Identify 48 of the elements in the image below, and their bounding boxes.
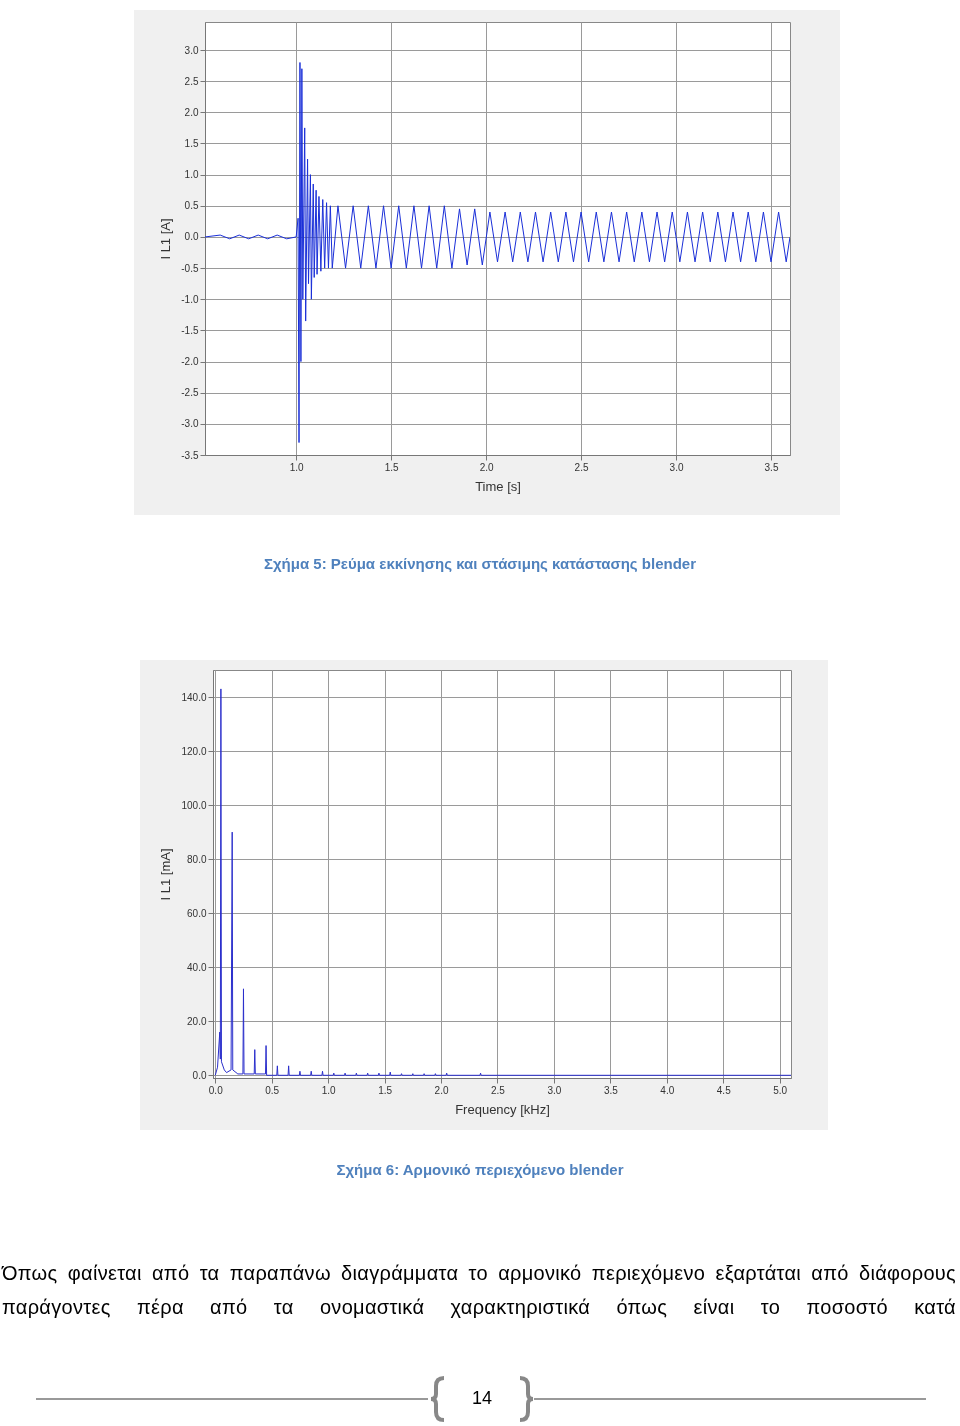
line-series	[205, 62, 790, 444]
x-tick-label: 5.0	[773, 1084, 788, 1096]
x-tick-label: 3.5	[603, 1084, 619, 1096]
x-tick-label: 4.5	[716, 1084, 732, 1096]
y-tick-label: 60.0	[187, 907, 207, 919]
x-tick-label: 1.5	[378, 1084, 393, 1096]
y-tick-label: 0.0	[192, 1069, 207, 1081]
y-tick-label: 120.0	[181, 745, 207, 757]
x-axis-title: Frequency [kHz]	[455, 1101, 550, 1117]
y-tick-label: 0.5	[184, 200, 199, 212]
x-tick-label: 0.0	[208, 1084, 224, 1096]
text: Όπως φαίνεται από τα παραπάνω διαγράμματα το αρμονικό περιεχόμενο εξαρτάται από διάφορους παράγοντες πέρα από τα ονομαστικά χαρακτηριστικά όπως είναι το ποσοστό κατά	[2, 1261, 956, 1320]
y-tick-label: -3.0	[181, 418, 199, 430]
y-tick-label: -2.0	[181, 356, 199, 368]
x-tick-label: 3.5	[764, 461, 779, 473]
x-axis-title: Time [s]	[475, 478, 521, 494]
y-tick-label: 80.0	[187, 853, 207, 865]
y-tick-label: -0.5	[181, 262, 199, 274]
x-tick-label: 2.5	[491, 1084, 506, 1096]
x-tick-label: 3.0	[547, 1084, 562, 1096]
y-tick-label: 2.5	[184, 75, 199, 87]
y-tick-label: 1.5	[184, 137, 199, 149]
y-tick-label: -1.5	[181, 324, 199, 336]
x-tick-label: 1.5	[384, 461, 400, 473]
y-tick-label: 100.0	[181, 799, 207, 811]
y-tick-label: 2.0	[184, 106, 199, 118]
y-axis-title: I L1 [mA]	[158, 848, 174, 901]
text: 14	[471, 1388, 493, 1409]
x-tick-label: 1.0	[321, 1084, 337, 1096]
y-tick-label: -3.5	[181, 449, 199, 461]
y-tick-label: 140.0	[181, 691, 207, 703]
x-tick-label: 0.5	[265, 1084, 280, 1096]
x-tick-label: 2.0	[479, 461, 494, 473]
text: Σχήμα 6: Αρμονικό περιεχόμενο blender	[335, 1161, 625, 1178]
x-tick-label: 2.5	[574, 461, 589, 473]
y-tick-label: 20.0	[187, 1015, 207, 1027]
y-tick-label: 1.0	[184, 169, 199, 181]
y-tick-label: 40.0	[187, 961, 207, 973]
y-tick-label: 0.0	[184, 231, 199, 243]
text: Σχήμα 5: Ρεύμα εκκίνησης και στάσιμης κατάστασης blender	[262, 555, 697, 572]
x-tick-label: 4.0	[660, 1084, 675, 1096]
y-axis-title: I L1 [A]	[158, 218, 174, 260]
x-tick-label: 2.0	[434, 1084, 449, 1096]
x-tick-label: 3.0	[669, 461, 684, 473]
y-tick-label: -1.0	[181, 293, 199, 305]
x-tick-label: 1.0	[289, 461, 305, 473]
y-tick-label: -2.5	[181, 387, 199, 399]
y-tick-label: 3.0	[184, 44, 199, 56]
